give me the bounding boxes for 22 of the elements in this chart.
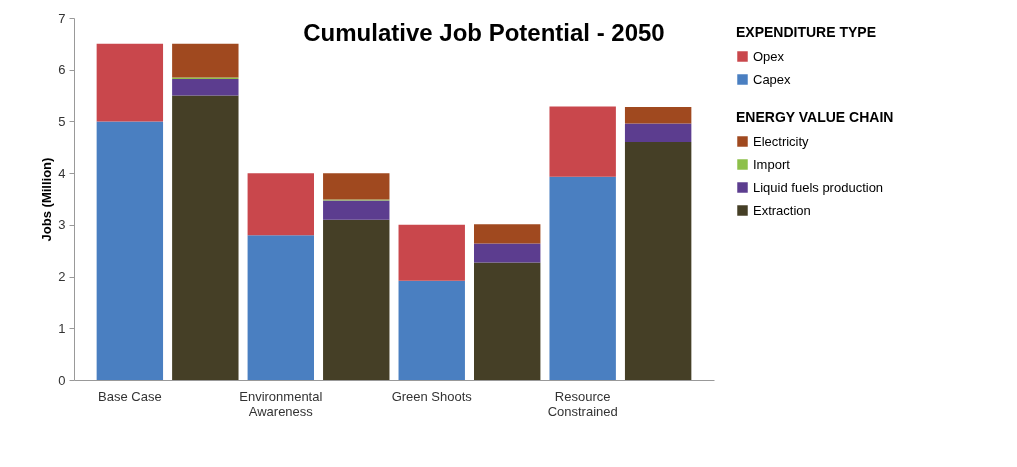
text: ENERGY VALUE CHAIN [736, 109, 894, 125]
y-tick-label: 4 [58, 165, 66, 181]
y-tick-label: 5 [58, 113, 66, 129]
y-tick-label: 7 [58, 10, 66, 26]
x-tick-label: Base Case [98, 388, 162, 404]
y-axis-title: Jobs (Million) [39, 157, 55, 242]
chart-title: Cumulative Job Potential - 2050 [303, 19, 665, 46]
x-tick-label: Green Shoots [391, 388, 473, 404]
y-tick-label: 1 [58, 320, 66, 336]
x-tick-label: Environmental Awareness [239, 388, 323, 419]
legend-label: Opex [753, 48, 785, 64]
y-tick-label: 6 [58, 62, 66, 78]
legend-label: Import [753, 156, 791, 172]
legend-label: Liquid fuels production [753, 179, 884, 195]
y-tick-label: 0 [58, 372, 66, 388]
y-tick-label: 3 [58, 217, 66, 233]
y-tick-label: 2 [58, 269, 66, 285]
legend-label: Capex [753, 71, 792, 87]
legend-label: Extraction [753, 202, 811, 218]
legend-label: Electricity [753, 133, 810, 149]
text: EXPENDITURE TYPE [736, 24, 877, 40]
x-tick-label: Resource Constrained [547, 388, 618, 419]
